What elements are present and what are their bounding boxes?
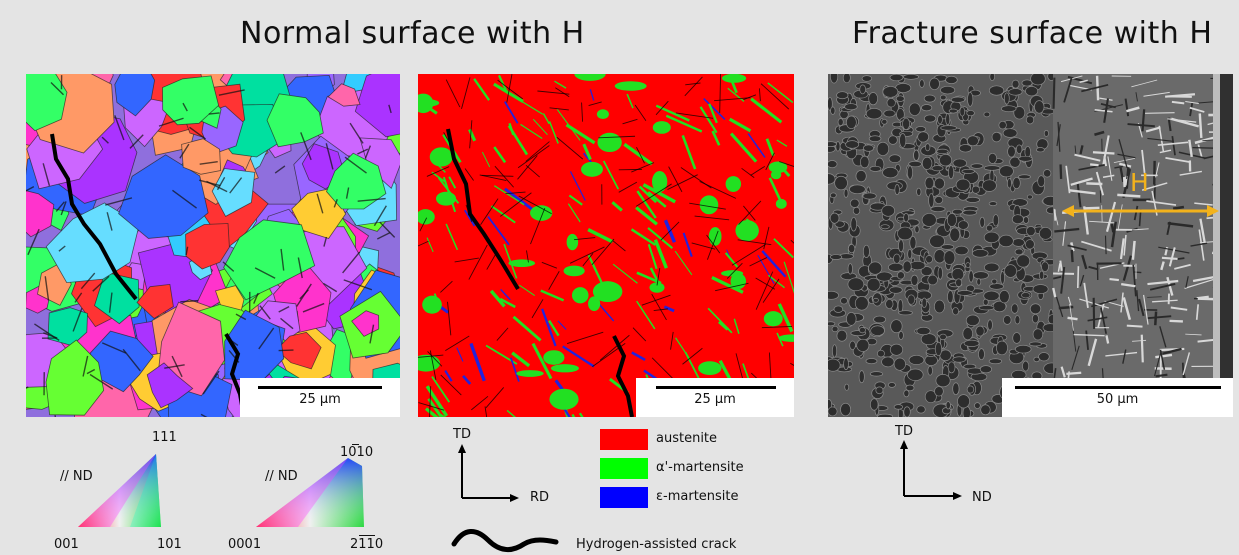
hydrogen-zone-marker (1062, 205, 1219, 217)
legend-label-austenite: austenite (656, 431, 718, 446)
scale-bar-label: 25 µm (694, 392, 736, 407)
ipf-key-hex-left-label: 0001 (228, 537, 262, 552)
sem-fracture-image: H 50 µm (828, 74, 1233, 417)
hydrogen-zone-label: H (1130, 168, 1149, 197)
crack-legend-label: Hydrogen-assisted crack (576, 537, 737, 552)
fracture-surface-title: Fracture surface with H (852, 16, 1213, 51)
scale-bar-box: 25 µm (240, 378, 400, 417)
sem-axis-nd-label: ND (972, 490, 992, 505)
ipf-key-cubic-top-label: 111 (152, 430, 177, 445)
phase-map: 25 µm (418, 74, 794, 417)
overbar (359, 535, 375, 536)
map-axis-td-label: TD (453, 427, 471, 442)
legend-label-alpha-martensite: α'-martensite (656, 460, 744, 475)
ipf-key-hex-right-label: 2110 (350, 537, 384, 552)
scale-bar-box: 50 µm (1002, 378, 1233, 417)
crack-line-icon (451, 529, 559, 552)
scale-bar (656, 386, 776, 389)
ipf-key-cubic-triangle (78, 454, 161, 527)
scale-bar-label: 50 µm (1096, 392, 1139, 407)
ipf-grains-image (26, 74, 400, 417)
fracture-surface-image (828, 74, 1233, 417)
scale-bar-box: 25 µm (636, 378, 794, 417)
phase-map-image (418, 74, 794, 417)
sem-axes-icon (900, 440, 962, 500)
ipf-key-hex-triangle (256, 458, 364, 527)
map-axis-rd-label: RD (530, 490, 550, 505)
normal-surface-title: Normal surface with H (240, 16, 585, 51)
austenite-swatch (600, 429, 648, 450)
ipf-key-hex-top-label: 1010 (340, 445, 374, 460)
sem-axis-td-label: TD (895, 424, 913, 439)
scale-bar (258, 386, 382, 389)
ipf-key-hex-direction-label: // ND (265, 469, 298, 484)
scale-bar-label: 25 µm (299, 392, 341, 407)
overbar (352, 444, 359, 445)
ipf-key-cubic-left-label: 001 (54, 537, 79, 552)
epsilon-martensite-swatch (600, 487, 648, 508)
ipf-orientation-map: 25 µm (26, 74, 400, 417)
ipf-key-cubic-right-label: 101 (157, 537, 182, 552)
legend-label-epsilon-martensite: ε-martensite (656, 489, 739, 504)
scale-bar (1015, 386, 1221, 389)
map-axes-icon (458, 444, 519, 502)
alpha-martensite-swatch (600, 458, 648, 479)
ipf-key-cubic-direction-label: // ND (60, 469, 93, 484)
